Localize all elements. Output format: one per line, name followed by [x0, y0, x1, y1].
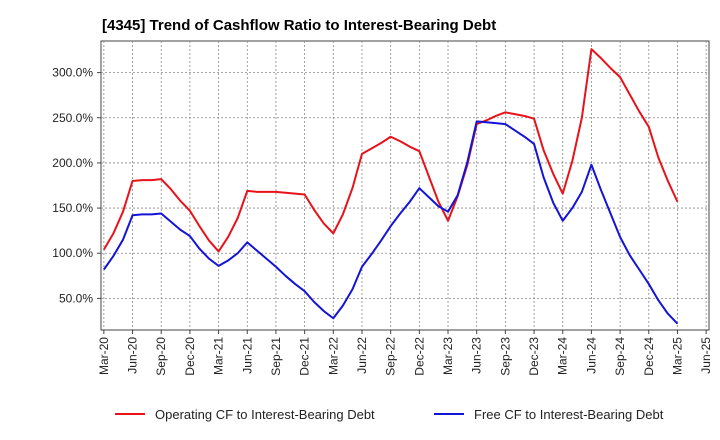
grid-lines	[101, 41, 709, 330]
series-lines	[103, 48, 679, 325]
series-line-operating-cf	[103, 48, 679, 253]
x-tick-label: Sep-24	[613, 337, 627, 376]
x-tick-label: Dec-23	[527, 337, 541, 376]
x-tick-label: Jun-23	[470, 337, 484, 374]
y-axis: 50.0% 100.0% 150.0% 200.0% 250.0% 300.0%	[52, 66, 101, 305]
legend-label-operating-cf: Operating CF to Interest-Bearing Debt	[155, 407, 375, 422]
plot-area	[100, 40, 710, 331]
x-tick-label: Mar-22	[326, 337, 340, 375]
x-tick-label: Jun-21	[240, 337, 254, 374]
y-tick-label: 200.0%	[52, 156, 93, 170]
y-tick-label: 100.0%	[52, 246, 93, 260]
x-tick-label: Dec-24	[642, 337, 656, 376]
legend: Operating CF to Interest-Bearing Debt Fr…	[115, 407, 664, 422]
x-tick-label: Dec-21	[298, 337, 312, 376]
x-tick-label: Mar-24	[556, 337, 570, 375]
y-tick-label: 50.0%	[59, 291, 93, 305]
x-tick-label: Sep-20	[154, 337, 168, 376]
y-tick-label: 150.0%	[52, 201, 93, 215]
x-tick-label: Mar-20	[97, 337, 111, 375]
x-axis: Mar-20 Jun-20 Sep-20 Dec-20 Mar-21 Jun-21 Sep-…	[97, 330, 713, 376]
x-tick-label: Mar-25	[670, 337, 684, 375]
x-tick-label: Sep-23	[498, 337, 512, 376]
x-tick-label: Jun-22	[355, 337, 369, 374]
x-tick-label: Mar-21	[212, 337, 226, 375]
x-tick-label: Jun-25	[699, 337, 713, 374]
y-tick-label: 250.0%	[52, 111, 93, 125]
x-tick-label: Jun-24	[584, 337, 598, 374]
legend-label-free-cf: Free CF to Interest-Bearing Debt	[474, 407, 664, 422]
x-tick-label: Sep-22	[384, 337, 398, 376]
chart-title: [4345] Trend of Cashflow Ratio to Intere…	[102, 17, 496, 34]
x-tick-label: Jun-20	[126, 337, 140, 374]
x-tick-label: Sep-21	[269, 337, 283, 376]
x-tick-label: Dec-22	[412, 337, 426, 376]
x-tick-label: Mar-23	[441, 337, 455, 375]
series-line-free-cf	[103, 120, 679, 325]
y-tick-label: 300.0%	[52, 66, 93, 80]
x-tick-label: Dec-20	[183, 337, 197, 376]
